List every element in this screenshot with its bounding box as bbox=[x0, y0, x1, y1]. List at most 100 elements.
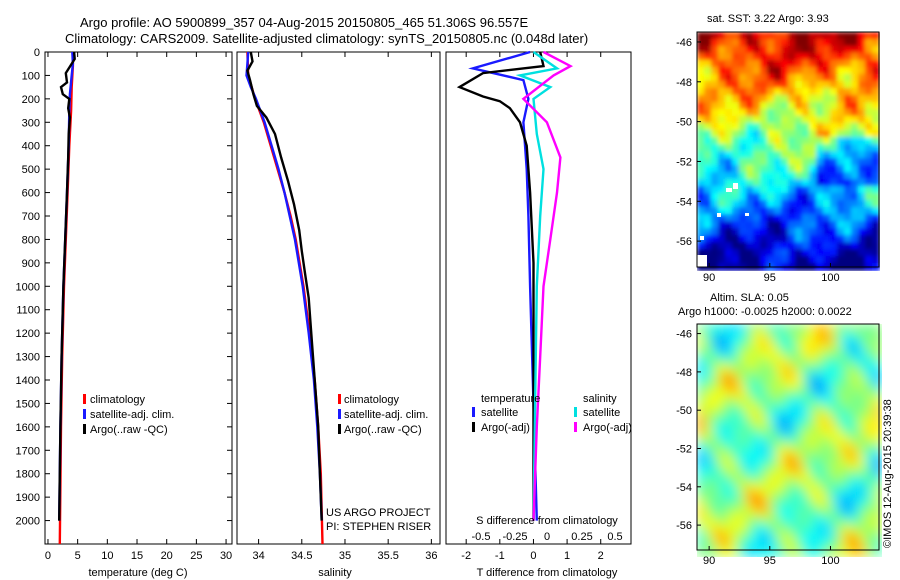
sla-cell bbox=[841, 412, 850, 421]
sla-cell bbox=[761, 412, 770, 421]
sla-cell bbox=[825, 396, 834, 405]
sst-cell bbox=[788, 193, 796, 201]
sst-cell bbox=[718, 256, 726, 264]
sst-cell bbox=[753, 221, 761, 229]
sst-cell bbox=[711, 53, 719, 61]
sst-cell bbox=[774, 74, 782, 82]
sla-cell bbox=[745, 388, 754, 397]
sla-cell bbox=[713, 516, 722, 525]
sst-cell bbox=[767, 144, 775, 152]
sst-cell bbox=[725, 242, 733, 250]
sst-cell bbox=[788, 53, 796, 61]
sst-cell bbox=[711, 102, 719, 110]
sla-cell bbox=[833, 500, 842, 509]
sla-cell bbox=[857, 532, 866, 541]
sst-cell bbox=[746, 249, 754, 257]
sst-cell bbox=[844, 214, 852, 222]
legend-s-satellite: satellite bbox=[583, 407, 620, 419]
y-tick-label: 1200 bbox=[16, 328, 40, 340]
sst-cell bbox=[816, 256, 824, 264]
sla-cell bbox=[849, 492, 858, 501]
sst-cell bbox=[739, 214, 747, 222]
sla-cell bbox=[785, 436, 794, 445]
sla-cell bbox=[785, 340, 794, 349]
sst-cell bbox=[774, 46, 782, 54]
series-line-argo-raw-qc- bbox=[58, 51, 76, 521]
sst-cell bbox=[823, 130, 831, 138]
sla-cell bbox=[713, 524, 722, 533]
sla-cell bbox=[801, 396, 810, 405]
sst-cell bbox=[753, 137, 761, 145]
sst-cell bbox=[802, 130, 810, 138]
sla-cell bbox=[849, 500, 858, 509]
sst-cell bbox=[739, 32, 747, 40]
sla-cell bbox=[817, 428, 826, 437]
sst-cell bbox=[725, 228, 733, 236]
sla-cell bbox=[793, 420, 802, 429]
sla-cell bbox=[857, 412, 866, 421]
sla-cell bbox=[769, 548, 778, 557]
sst-cell bbox=[718, 158, 726, 166]
sst-cell bbox=[837, 186, 845, 194]
sla-cell bbox=[841, 508, 850, 517]
sla-cell bbox=[737, 332, 746, 341]
sst-cell bbox=[760, 179, 768, 187]
sst-cell bbox=[697, 88, 705, 96]
sst-cell bbox=[837, 130, 845, 138]
sla-cell bbox=[817, 364, 826, 373]
sst-cell bbox=[753, 158, 761, 166]
sst-cell bbox=[816, 39, 824, 47]
sla-cell bbox=[713, 404, 722, 413]
sst-cell bbox=[795, 214, 803, 222]
sla-cell bbox=[729, 532, 738, 541]
sla-cell bbox=[801, 540, 810, 549]
sla-cell bbox=[801, 428, 810, 437]
sla-cell bbox=[737, 420, 746, 429]
sst-cell bbox=[837, 221, 845, 229]
sla-cell bbox=[753, 452, 762, 461]
sst-cell bbox=[858, 165, 866, 173]
sst-cell bbox=[697, 32, 705, 40]
sst-cell bbox=[802, 109, 810, 117]
sla-cell bbox=[713, 412, 722, 421]
sst-cell bbox=[837, 137, 845, 145]
sst-cell bbox=[739, 186, 747, 194]
sla-cell bbox=[705, 548, 714, 557]
sst-cell bbox=[732, 46, 740, 54]
sla-cell bbox=[705, 436, 714, 445]
sla-cell bbox=[825, 492, 834, 501]
sla-cell bbox=[785, 404, 794, 413]
sla-cell bbox=[865, 468, 874, 477]
sla-cell bbox=[753, 508, 762, 517]
sla-cell bbox=[817, 388, 826, 397]
sst-cell bbox=[823, 53, 831, 61]
sst-cell bbox=[858, 179, 866, 187]
sst-cell bbox=[774, 186, 782, 194]
sst-cell bbox=[781, 221, 789, 229]
sla-cell bbox=[713, 340, 722, 349]
sst-cell bbox=[704, 109, 712, 117]
sst-cell bbox=[732, 193, 740, 201]
sla-cell bbox=[761, 492, 770, 501]
sst-cell bbox=[732, 200, 740, 208]
sst-cell bbox=[788, 165, 796, 173]
sla-cell bbox=[753, 460, 762, 469]
x-tick-label: 5 bbox=[75, 550, 81, 562]
sst-cell bbox=[753, 123, 761, 131]
sst-cell bbox=[704, 39, 712, 47]
header-line-1: Argo profile: AO 5900899_357 04-Aug-2015… bbox=[80, 15, 528, 30]
sla-cell bbox=[753, 372, 762, 381]
sla-cell bbox=[753, 348, 762, 357]
sla-cell bbox=[713, 532, 722, 541]
sst-cell bbox=[872, 235, 880, 243]
sst-cell bbox=[753, 74, 761, 82]
sst-cell bbox=[865, 151, 873, 159]
sst-cell bbox=[816, 242, 824, 250]
sla-cell bbox=[801, 524, 810, 533]
sst-cell bbox=[697, 130, 705, 138]
sla-cell bbox=[705, 452, 714, 461]
sla-cell bbox=[753, 484, 762, 493]
sla-cell bbox=[857, 516, 866, 525]
sst-cell bbox=[851, 193, 859, 201]
sst-cell bbox=[732, 88, 740, 96]
